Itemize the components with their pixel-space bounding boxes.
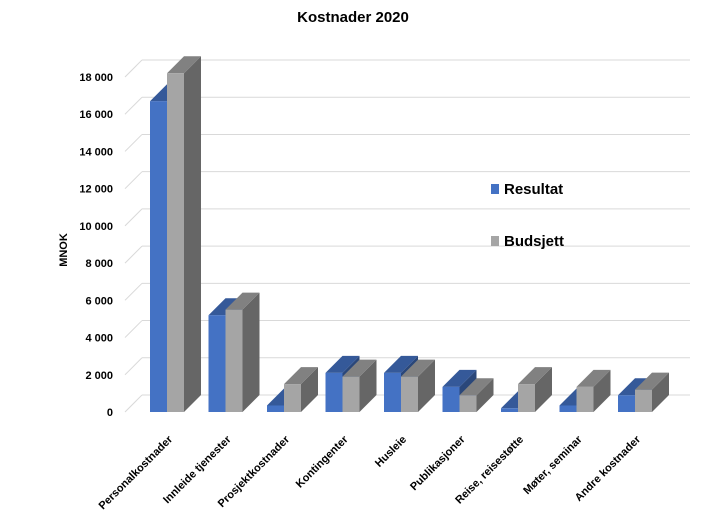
gridline-diag <box>124 320 143 338</box>
y-axis-ticks: 0 2 000 4 000 6 000 8 000 10 000 12 000 14 000 1… <box>79 72 113 419</box>
legend: Resultat Budsjett <box>491 181 564 250</box>
bar-side <box>535 367 552 412</box>
bar-top <box>342 359 377 377</box>
legend-swatch <box>491 236 499 246</box>
x-tick-label: Møter, seminar <box>521 433 585 497</box>
bar-top <box>576 369 611 387</box>
gridline-diag <box>124 245 143 264</box>
bar-front <box>559 405 577 412</box>
bar-front <box>501 408 518 412</box>
y-tick-label: 14 000 <box>79 146 113 158</box>
bar-side <box>593 369 611 412</box>
bar-side <box>184 56 201 413</box>
y-tick-label: 8 000 <box>85 258 113 270</box>
gridline-diag <box>124 96 143 115</box>
legend-swatch <box>491 184 499 194</box>
bar-front <box>150 101 167 412</box>
bar-side <box>301 367 318 412</box>
y-tick-label: 0 <box>107 407 113 419</box>
gridline-diag <box>124 282 143 301</box>
bar-top <box>284 367 318 385</box>
y-tick-label: 18 000 <box>79 72 113 84</box>
bars <box>150 56 669 413</box>
y-tick-label: 10 000 <box>79 221 113 233</box>
bar-top <box>459 378 494 396</box>
gridline-diag <box>124 394 143 413</box>
gridline-diag <box>124 134 143 152</box>
bar-side <box>476 378 494 412</box>
bar-side <box>418 359 435 412</box>
bar-top <box>325 355 360 373</box>
bar-front <box>342 376 360 412</box>
bar-front <box>459 395 477 412</box>
gridline-diag <box>124 59 143 78</box>
x-tick-label: Andre kostnader <box>573 433 644 504</box>
bar-front <box>442 386 460 412</box>
legend-label: Resultat <box>504 181 563 198</box>
bar-front <box>325 372 343 412</box>
gridline-diag <box>124 208 143 227</box>
gridline-diag <box>124 171 143 190</box>
bar-top <box>167 56 201 74</box>
bar-front <box>635 389 652 412</box>
bar-front <box>384 372 401 412</box>
bar-top <box>442 369 477 387</box>
y-tick-label: 4 000 <box>85 333 113 345</box>
bar-side <box>242 292 260 412</box>
bar-front <box>284 384 301 412</box>
y-tick-label: 16 000 <box>79 109 113 121</box>
bar-top <box>518 367 552 385</box>
bar-front <box>267 405 284 412</box>
bar-front <box>518 384 535 412</box>
bar-top <box>401 359 435 377</box>
x-tick-label: Husleie <box>373 434 409 470</box>
bar-top <box>384 355 418 373</box>
bar-front <box>208 315 226 412</box>
bar-front <box>167 73 184 413</box>
bar-front <box>401 376 418 412</box>
y-tick-label: 2 000 <box>85 370 113 382</box>
bar-front <box>576 386 594 412</box>
x-tick-label: Kontingenter <box>294 433 351 490</box>
y-axis-label: MNOK <box>58 233 70 267</box>
bar-side <box>652 372 669 412</box>
bar-top <box>635 372 669 390</box>
bar-side <box>359 359 377 412</box>
y-tick-label: 6 000 <box>85 295 113 307</box>
bar-front <box>618 395 635 412</box>
gridline-diag <box>124 357 143 376</box>
y-tick-label: 12 000 <box>79 184 113 196</box>
legend-label: Budsjett <box>504 233 564 250</box>
chart-title: Kostnader 2020 <box>297 9 409 26</box>
bar-top <box>225 292 260 310</box>
bar-front <box>225 309 243 412</box>
x-tick-label: Publikasjoner <box>408 433 468 493</box>
